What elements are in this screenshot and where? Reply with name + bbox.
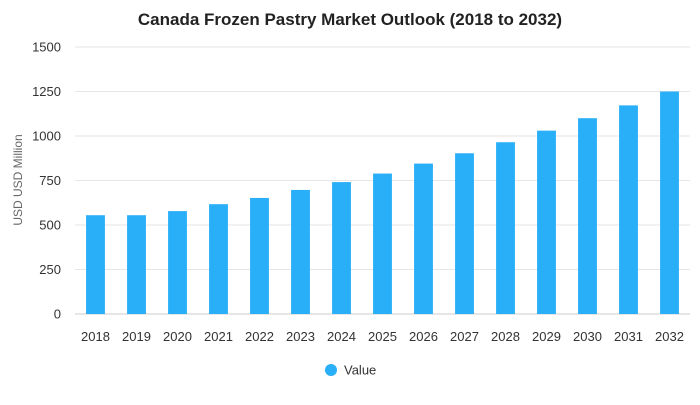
bar-2030[interactable] — [578, 118, 597, 314]
x-tick-label: 2024 — [327, 329, 356, 344]
bar-2028[interactable] — [496, 142, 515, 314]
bar-2024[interactable] — [332, 182, 351, 314]
x-tick-label: 2027 — [450, 329, 479, 344]
x-tick-label: 2020 — [163, 329, 192, 344]
y-axis-ticks: 0 250 500 750 1000 1250 1500 — [32, 40, 61, 322]
bar-2018[interactable] — [86, 215, 105, 314]
bar-2026[interactable] — [414, 163, 433, 314]
bar-2027[interactable] — [455, 153, 474, 314]
x-tick-label: 2030 — [573, 329, 602, 344]
y-tick-label: 0 — [54, 307, 61, 322]
bar-2019[interactable] — [127, 215, 146, 314]
y-tick-label: 250 — [39, 262, 61, 277]
x-tick-label: 2029 — [532, 329, 561, 344]
legend[interactable]: Value — [325, 363, 376, 378]
bar-2025[interactable] — [373, 173, 392, 314]
x-axis-ticks: 2018 2019 2020 2021 2022 2023 2024 2025 2026 2027… — [81, 329, 684, 344]
bar-2032[interactable] — [660, 91, 679, 315]
x-tick-label: 2022 — [245, 329, 274, 344]
y-axis-label: USD USD Million — [11, 134, 25, 225]
legend-label: Value — [344, 363, 376, 378]
bar-2029[interactable] — [537, 130, 556, 314]
x-tick-label: 2031 — [614, 329, 643, 344]
x-tick-label: 2026 — [409, 329, 438, 344]
bar-2023[interactable] — [291, 189, 310, 314]
y-tick-label: 500 — [39, 218, 61, 233]
x-tick-label: 2019 — [122, 329, 151, 344]
x-tick-label: 2018 — [81, 329, 110, 344]
y-tick-label: 1250 — [32, 84, 61, 99]
bar-2021[interactable] — [209, 204, 228, 314]
y-tick-label: 1500 — [32, 40, 61, 55]
x-tick-label: 2021 — [204, 329, 233, 344]
bar-2022[interactable] — [250, 197, 269, 314]
y-tick-label: 750 — [39, 173, 61, 188]
x-tick-label: 2032 — [655, 329, 684, 344]
bar-2020[interactable] — [168, 211, 187, 314]
bar-series — [86, 91, 679, 315]
bar-2031[interactable] — [619, 105, 638, 314]
x-tick-label: 2028 — [491, 329, 520, 344]
y-tick-label: 1000 — [32, 129, 61, 144]
legend-marker-icon — [325, 364, 337, 376]
chart-title: Canada Frozen Pastry Market Outlook (201… — [138, 10, 562, 29]
x-tick-label: 2023 — [286, 329, 315, 344]
x-tick-label: 2025 — [368, 329, 397, 344]
